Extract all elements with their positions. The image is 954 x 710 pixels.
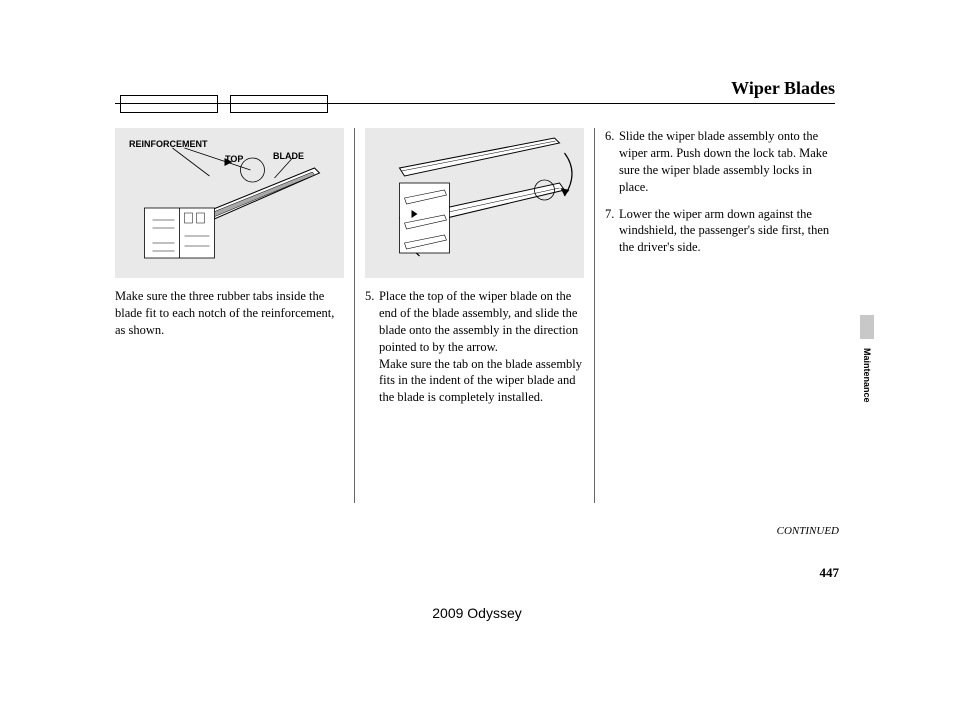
footer-model-year: 2009 Odyssey <box>0 605 954 621</box>
page-content: Wiper Blades REINFORCEMENT TOP BLADE <box>115 78 835 503</box>
label-top: TOP <box>225 153 243 165</box>
step-7: 7. Lower the wiper arm down against the … <box>605 206 835 257</box>
label-blade: BLADE <box>273 150 304 162</box>
figure-blade-assembly <box>365 128 584 278</box>
figure2-svg <box>365 128 584 278</box>
step-5-number: 5. <box>365 288 379 406</box>
step-5-text-b: Make sure the tab on the blade assembly … <box>379 356 584 407</box>
step-6-number: 6. <box>605 128 619 196</box>
step-5: 5. Place the top of the wiper blade on t… <box>365 288 584 406</box>
step-5-text-a: Place the top of the wiper blade on the … <box>379 288 584 356</box>
column-2: 5. Place the top of the wiper blade on t… <box>355 128 595 503</box>
step-7-text: Lower the wiper arm down against the win… <box>619 206 835 257</box>
step-7-number: 7. <box>605 206 619 257</box>
label-reinforcement: REINFORCEMENT <box>129 138 208 150</box>
continued-label: CONTINUED <box>777 525 839 537</box>
page-title: Wiper Blades <box>731 78 835 98</box>
header-row: Wiper Blades <box>115 78 835 104</box>
column-3: 6. Slide the wiper blade assembly onto t… <box>595 128 835 503</box>
figure1-caption: Make sure the three rubber tabs inside t… <box>115 288 344 339</box>
step-5-text: Place the top of the wiper blade on the … <box>379 288 584 406</box>
columns-container: REINFORCEMENT TOP BLADE <box>115 128 835 503</box>
side-section-label: Maintenance <box>862 348 872 403</box>
step-6-text: Slide the wiper blade assembly onto the … <box>619 128 835 196</box>
side-section-tab <box>860 315 874 339</box>
figure1-svg <box>115 128 344 278</box>
figure-reinforcement-blade: REINFORCEMENT TOP BLADE <box>115 128 344 278</box>
step-6: 6. Slide the wiper blade assembly onto t… <box>605 128 835 196</box>
column-1: REINFORCEMENT TOP BLADE <box>115 128 355 503</box>
page-number: 447 <box>820 565 840 581</box>
